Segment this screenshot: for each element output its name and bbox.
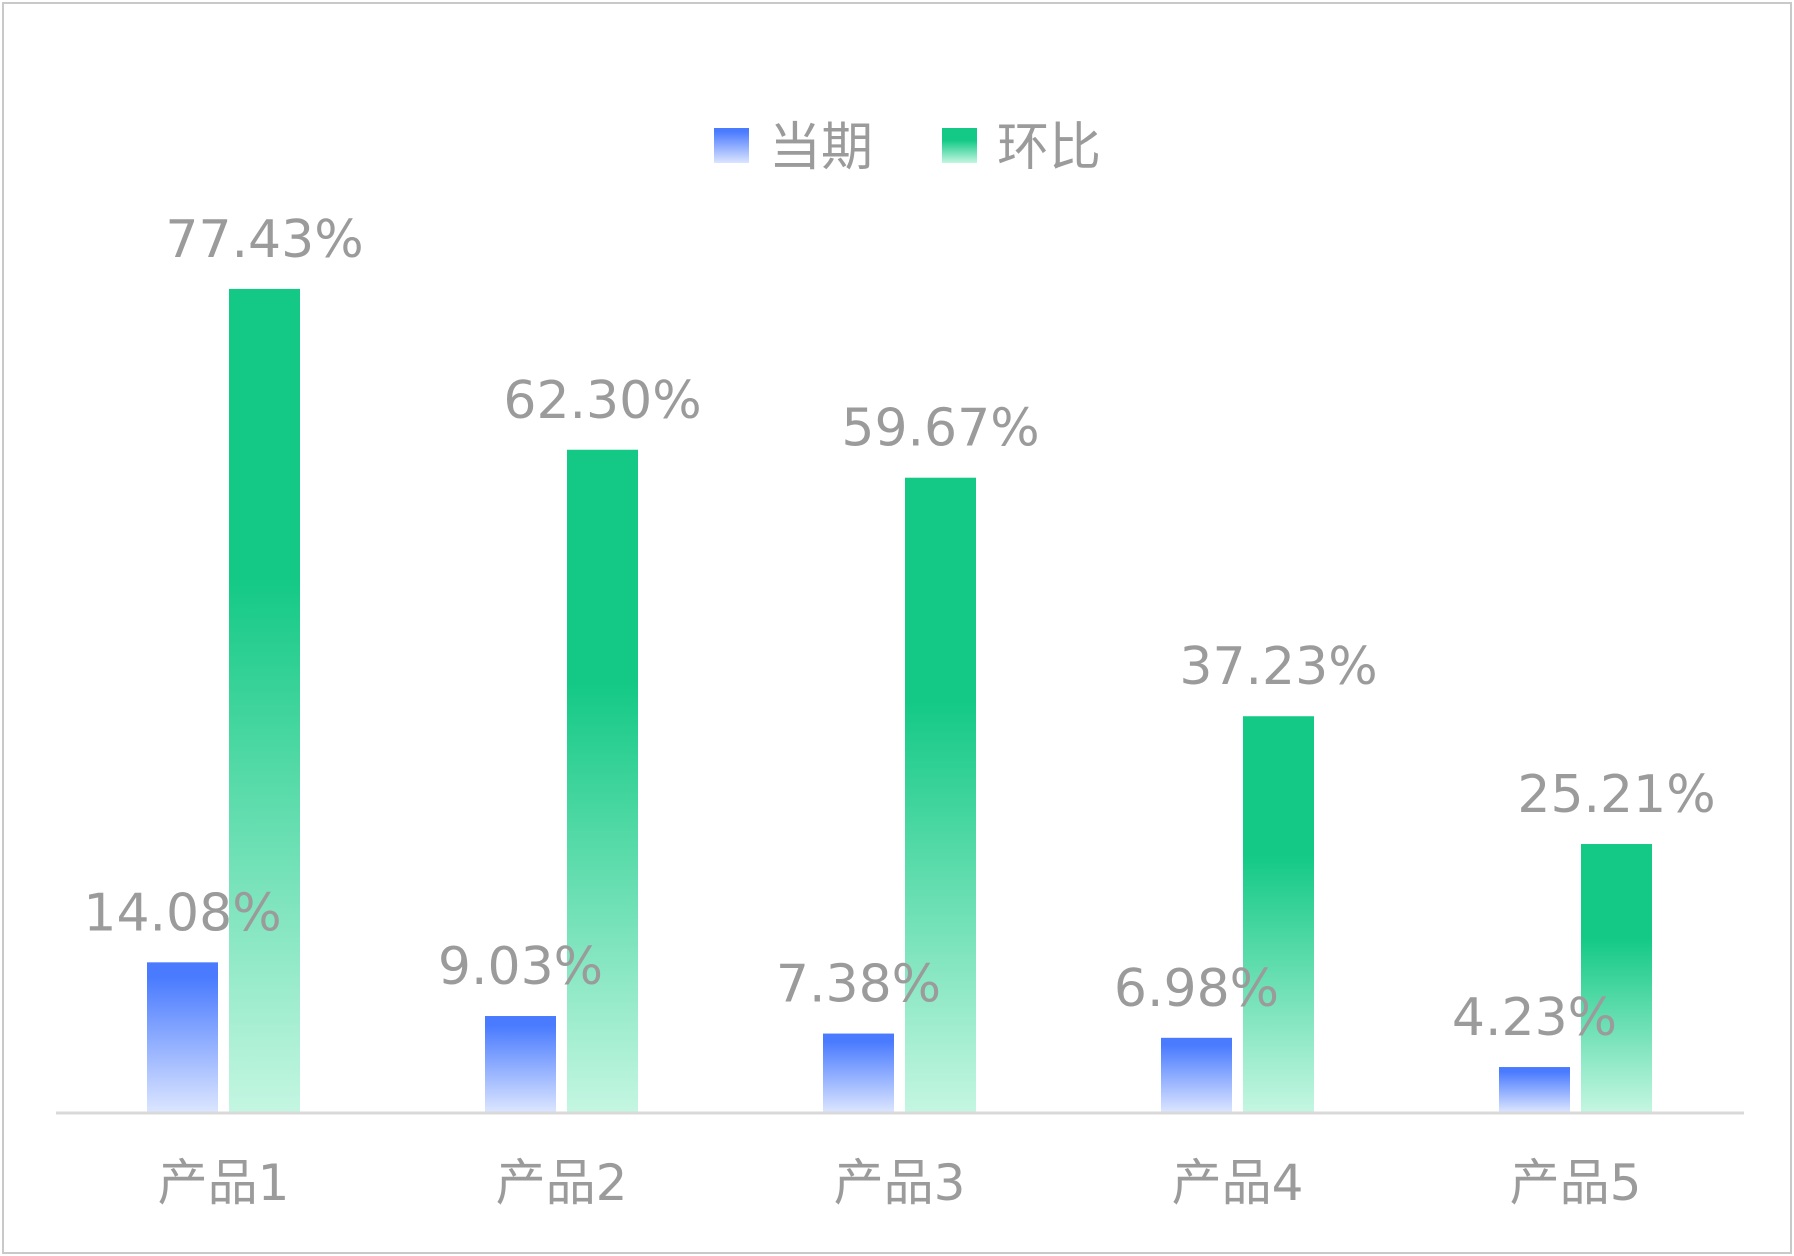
value-label-mom-3: 59.67% — [841, 399, 1039, 459]
bar-mom-2 — [567, 449, 638, 1113]
bar-current-4 — [1161, 1037, 1232, 1112]
x-tick-labels: 产品1 产品2 产品3 产品4 产品5 — [158, 1154, 1642, 1212]
bar-chart: 当期 环比 14.08% 77.43% 9.03% 62.30% 7.38% 59.67% 6… — [56, 118, 1744, 1212]
bar-current-2 — [485, 1016, 556, 1112]
bar-current-5 — [1499, 1067, 1570, 1112]
bar-mom-4 — [1243, 716, 1314, 1112]
value-label-current-5: 4.23% — [1452, 988, 1617, 1048]
value-label-mom-2: 62.30% — [503, 371, 701, 431]
bar-mom-1 — [229, 288, 300, 1113]
x-tick-label-4: 产品4 — [1172, 1154, 1304, 1212]
value-label-current-3: 7.38% — [776, 955, 941, 1015]
bar-mom-5 — [1581, 844, 1652, 1112]
value-label-current-4: 6.98% — [1114, 959, 1279, 1019]
value-label-mom-1: 77.43% — [165, 210, 363, 270]
legend: 当期 环比 — [714, 118, 1101, 178]
legend-label-1: 当期 — [769, 118, 873, 178]
bar-mom-3 — [905, 477, 976, 1112]
bar-current-3 — [823, 1033, 894, 1112]
x-tick-label-1: 产品1 — [158, 1154, 290, 1212]
value-labels: 14.08% 77.43% 9.03% 62.30% 7.38% 59.67% 6.98% 3… — [83, 210, 1715, 1048]
x-tick-label-2: 产品2 — [496, 1154, 628, 1212]
bars — [147, 288, 1652, 1113]
value-label-current-2: 9.03% — [438, 937, 603, 997]
bar-current-1 — [147, 962, 218, 1112]
x-tick-label-3: 产品3 — [834, 1154, 966, 1212]
legend-swatch-1 — [714, 128, 749, 163]
legend-label-2: 环比 — [997, 118, 1101, 178]
value-label-current-1: 14.08% — [83, 883, 281, 943]
value-label-mom-5: 25.21% — [1517, 765, 1715, 825]
value-label-mom-4: 37.23% — [1179, 637, 1377, 697]
legend-swatch-2 — [942, 128, 977, 163]
x-tick-label-5: 产品5 — [1510, 1154, 1642, 1212]
